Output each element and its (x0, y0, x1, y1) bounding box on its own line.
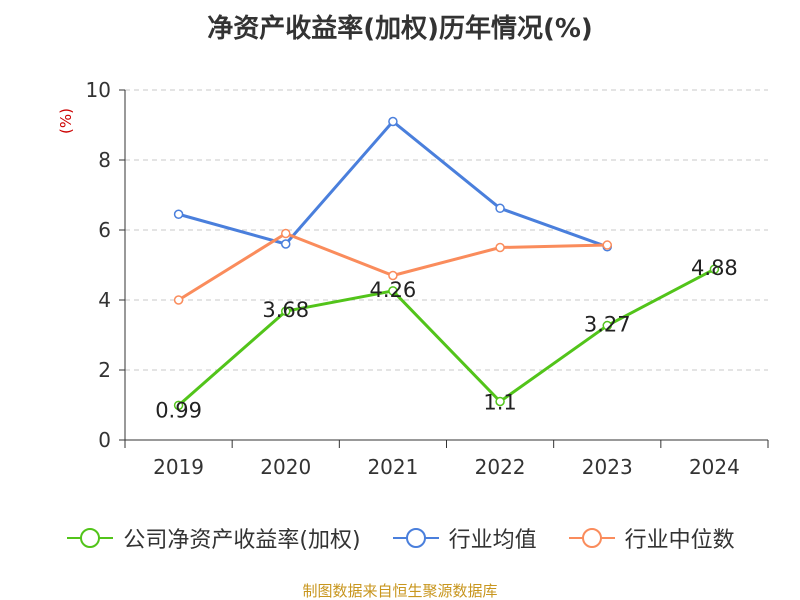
data-point (173, 400, 184, 411)
data-point (388, 116, 398, 127)
data-label: 0.99 (155, 398, 202, 422)
legend-label: 行业中位数 (624, 528, 735, 553)
data-label: 4.88 (691, 256, 738, 280)
data-source-note: 制图数据来自恒生聚源数据库 (302, 582, 498, 600)
series-line (178, 120, 608, 249)
legend-label: 行业均值 (448, 528, 537, 553)
x-tick-label: 2021 (367, 455, 418, 479)
data-point (495, 203, 505, 214)
y-tick-label: 10 (86, 78, 111, 102)
x-tick-label: 2020 (260, 455, 311, 479)
data-point (388, 286, 398, 296)
chart-legend: 公司净资产收益率(加权) 行业均值 行业中位数 (0, 518, 800, 558)
data-point (709, 264, 720, 274)
y-tick-label: 0 (98, 428, 111, 452)
x-tick-label: 2023 (582, 455, 633, 479)
data-point (281, 239, 291, 249)
series-line (177, 267, 716, 407)
chart-title: 净资产收益率(加权)历年情况(%) (207, 14, 593, 44)
legend-item[interactable]: 公司净资产收益率(加权) (65, 522, 361, 554)
data-label: 1.1 (483, 391, 516, 415)
data-label: 3.27 (584, 313, 631, 337)
data-point (602, 320, 612, 331)
x-tick-label: 2019 (153, 455, 204, 479)
x-tick-label: 2024 (689, 455, 740, 479)
data-label: 4.26 (370, 278, 417, 302)
data-label: 3.68 (262, 298, 309, 322)
x-tick-label: 2022 (475, 455, 526, 479)
legend-item[interactable]: 行业中位数 (567, 522, 735, 554)
legend-marker-icon (568, 528, 615, 548)
data-point (602, 240, 612, 250)
y-tick-label: 6 (98, 218, 111, 242)
y-tick-label: 2 (98, 358, 111, 382)
data-point (388, 270, 398, 281)
legend-marker-icon (67, 528, 114, 548)
data-point (495, 396, 505, 407)
data-point (281, 306, 291, 316)
data-point (173, 209, 184, 219)
data-point (281, 228, 291, 239)
legend-item[interactable]: 行业均值 (391, 522, 537, 554)
y-tick-label: 8 (98, 148, 111, 172)
legend-label: 公司净资产收益率(加权) (123, 528, 361, 553)
legend-marker-icon (392, 528, 439, 548)
y-tick-label: 4 (98, 288, 111, 312)
data-point (173, 295, 184, 305)
data-point (495, 242, 505, 253)
